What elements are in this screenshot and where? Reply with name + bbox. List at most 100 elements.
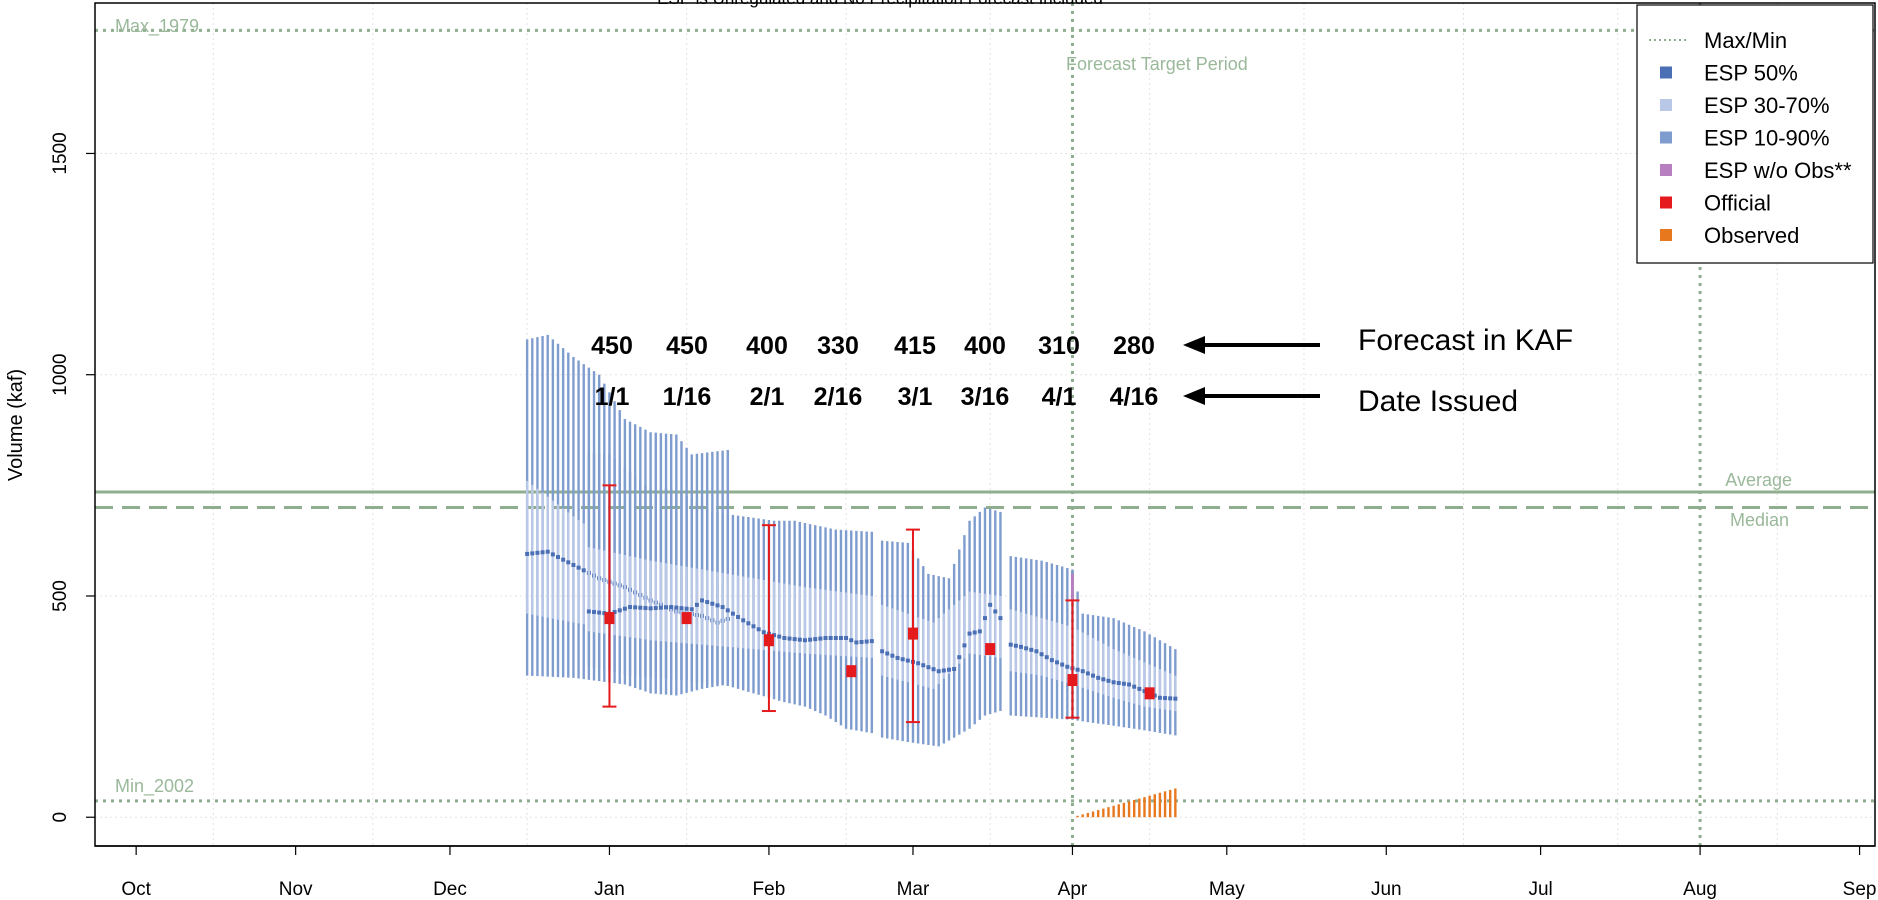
esp-50-point [838,636,843,641]
esp-50-point [1013,643,1018,648]
esp-50-point [617,608,622,613]
esp-50-point [802,638,807,643]
official-forecast [905,528,920,724]
esp-50-point [530,551,535,556]
esp-50-point [828,636,833,641]
esp-50-point [694,602,699,607]
esp-50-point [926,665,931,670]
esp-50-point [988,602,993,607]
x-tick-label: Apr [1058,879,1088,900]
esp-50-point [972,630,977,635]
esp-50-point [540,550,545,555]
official-point [763,634,774,647]
esp-50-point [885,651,890,656]
forecast-value: 310 [1038,332,1080,360]
x-tick-label: Sep [1843,879,1877,900]
esp-50-point [1111,680,1116,685]
legend-label: Observed [1704,223,1799,248]
esp-50-point [880,649,885,654]
legend-swatch [1660,131,1672,144]
esp-50-point [561,557,566,562]
plot-frame [94,2,1876,847]
esp-50-point [730,611,735,616]
esp-50-point [638,605,643,610]
esp-50-point [864,639,869,644]
date-arrow [1183,387,1320,405]
esp-50-point [715,603,720,608]
esp-50-point [967,631,972,636]
esp-50-point [669,605,674,610]
official-forecast [846,665,857,678]
x-tick-label: Nov [279,879,313,900]
esp-50-point [1029,647,1034,652]
esp-50-point [710,601,715,606]
esp-50-point [736,614,741,619]
legend-box [1636,4,1874,264]
esp-50-point [849,638,854,643]
esp-50-point [741,618,746,623]
esp-segment [1008,556,1178,736]
y-axis-title: Volume (kaf) [5,369,27,481]
esp-50-point [643,606,648,611]
esp-50-point [1096,675,1101,680]
issue-date: 4/1 [1042,383,1077,411]
legend-label: Max/Min [1704,28,1787,53]
esp-50-point [679,606,684,611]
esp-50-point [705,600,710,605]
esp-50-point [1101,677,1106,682]
forecast-value: 280 [1113,332,1155,360]
esp-50-point [1152,693,1157,698]
issue-date: 3/1 [898,383,933,411]
legend: Max/Min ESP 50% ESP 30-70% ESP 10-90% ESP w/… [1636,4,1874,264]
official-point [1067,674,1078,687]
official-point [907,627,918,640]
esp-50-point [844,636,849,641]
esp-50-point [1163,696,1168,701]
esp-50-point [720,605,725,610]
legend-label: ESP w/o Obs** [1704,158,1852,183]
esp-50-point [916,661,921,666]
esp-50-point [854,640,859,645]
issue-date: 4/16 [1110,383,1159,411]
esp-50-point [684,606,689,611]
esp-50-point [571,563,576,567]
esp-50-point [833,636,838,641]
esp-50-point [1173,696,1178,701]
average-label: Average [1725,470,1792,490]
esp-50-point [628,605,633,610]
esp-50-point [1039,652,1044,657]
esp-50-point [1121,681,1126,686]
esp-50-point [1019,644,1024,649]
esp-50-point [1024,646,1029,651]
forecast-target-label: Forecast Target Period [1066,54,1248,74]
esp-50-point [566,560,571,565]
esp-50-point [653,606,658,611]
esp-50-point [674,605,679,610]
observed-layer [1076,788,1177,818]
x-tick-label: Jun [1371,879,1402,900]
y-tick-label: 500 [50,580,71,612]
esp-50-point [808,637,813,642]
official-point [846,665,857,678]
esp-50-point [1157,695,1162,700]
esp-50-point [1044,655,1049,660]
esp-50-point [818,636,823,641]
esp-50-point [581,568,586,573]
issue-date: 2/16 [814,383,863,411]
min-label: Min_2002 [115,776,194,797]
legend-item: Max/Min [1649,28,1787,53]
esp-50-point [869,639,874,644]
esp-50-point [859,639,864,644]
x-tick-label: Jul [1528,879,1552,900]
esp-50-point [1080,669,1085,674]
x-tick-label: Dec [433,879,467,900]
axes-layer: Oct Nov Dec Jan Feb Mar Apr May Jun Jul Aug Sep 0 500… [50,132,1876,900]
esp-50-point [1034,649,1039,654]
median-label: Median [1730,510,1789,530]
official-forecast [1144,687,1155,700]
esp-50-point [1127,682,1132,687]
esp-50-point [1142,689,1147,694]
esp-50-point [787,636,792,641]
esp-50-point [962,643,967,648]
issue-dates-row: 1/1 1/16 2/1 2/16 3/1 3/16 4/1 4/16 [595,383,1159,411]
